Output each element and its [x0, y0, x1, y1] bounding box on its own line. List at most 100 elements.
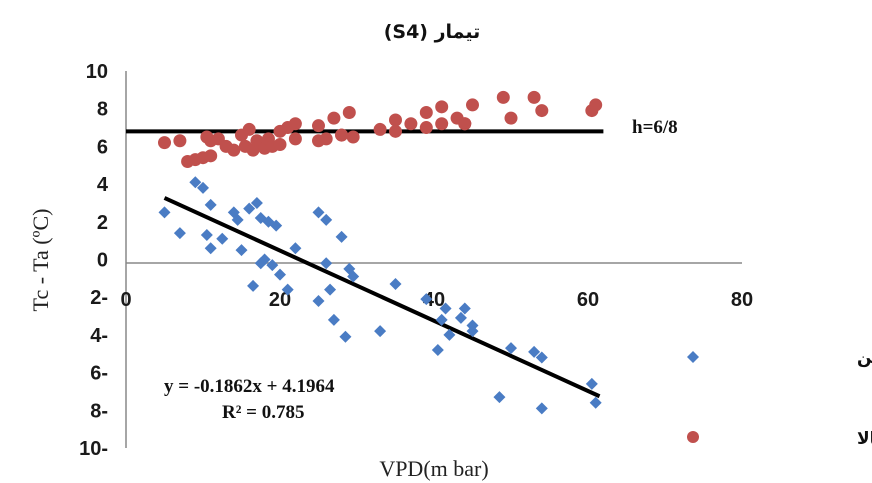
data-point-lower: [493, 391, 506, 404]
h-line-label: h=6/8: [632, 117, 678, 138]
data-point-lower: [327, 313, 340, 326]
x-tick-label: 0: [120, 289, 131, 311]
legend-label-upper: خط مبنای بالا: [857, 429, 872, 449]
data-point-upper: [173, 134, 187, 148]
data-point-upper: [419, 121, 433, 135]
data-point-lower: [289, 242, 302, 255]
data-point-lower: [274, 268, 286, 281]
data-point-lower: [389, 278, 402, 291]
x-tick-label: 20: [269, 289, 291, 311]
data-point-lower: [204, 242, 217, 255]
data-point-lower: [505, 342, 517, 355]
y-tick-label: 6: [97, 136, 108, 158]
y-tick-label: 10-: [79, 438, 108, 460]
data-point-upper: [242, 122, 256, 136]
x-tick-label: 60: [577, 289, 599, 311]
data-point-lower: [258, 253, 271, 266]
data-point-upper: [319, 132, 333, 146]
data-point-lower: [312, 294, 325, 307]
data-point-upper: [589, 98, 603, 112]
data-point-upper: [466, 98, 479, 112]
series-upper-baseline: [158, 90, 603, 168]
data-point-lower: [189, 176, 202, 189]
y-tick-label: 2-: [90, 287, 108, 309]
y-tick-label: 4: [97, 174, 109, 196]
x-tick-label: 40: [423, 289, 445, 311]
data-point-lower: [243, 202, 256, 215]
data-point-lower: [374, 325, 387, 338]
y-axis-title: Tc - Ta (ºC): [28, 209, 53, 312]
data-point-lower: [454, 311, 467, 324]
data-point-upper: [535, 104, 549, 118]
x-axis-title: VPD(m bar): [379, 456, 488, 481]
x-tick-label: 80: [731, 289, 753, 311]
data-point-lower: [443, 328, 456, 341]
data-point-lower: [216, 232, 229, 245]
legend-diamond-marker: [687, 351, 699, 363]
data-point-lower: [324, 283, 337, 296]
data-point-upper: [496, 90, 510, 104]
data-point-lower: [435, 313, 448, 326]
data-point-lower: [250, 196, 263, 209]
lower-baseline-trendline: [163, 196, 601, 399]
data-point-lower: [270, 219, 283, 232]
data-point-upper: [288, 132, 302, 146]
series-lower-baseline: [158, 176, 602, 415]
data-point-upper: [204, 149, 218, 163]
data-point-lower: [458, 302, 471, 315]
data-point-upper: [419, 105, 433, 119]
data-point-lower: [281, 283, 294, 296]
data-point-lower: [431, 343, 444, 356]
data-point-upper: [288, 117, 302, 131]
data-point-lower: [589, 396, 602, 409]
y-tick-label: 10: [86, 61, 108, 83]
data-point-lower: [339, 330, 352, 343]
data-point-upper: [404, 117, 418, 131]
data-point-upper: [435, 100, 449, 114]
data-point-lower: [420, 293, 433, 306]
data-point-lower: [535, 351, 548, 364]
data-point-upper: [158, 136, 171, 150]
data-point-lower: [466, 325, 479, 338]
chart-title-text: تیمار (S4): [384, 21, 481, 43]
data-point-lower: [585, 377, 598, 390]
data-point-lower: [439, 302, 452, 315]
data-point-lower: [235, 244, 248, 257]
y-tick-label: 0: [97, 250, 108, 272]
data-point-lower: [335, 230, 348, 243]
data-point-lower: [231, 213, 244, 226]
x-axis-ticks: 0 20 40 60 80: [120, 289, 753, 311]
data-point-upper: [458, 117, 472, 131]
data-point-upper: [273, 138, 287, 152]
data-point-upper: [527, 90, 541, 104]
legend-item-upper: خط مبنای بالا: [687, 429, 872, 449]
data-point-upper: [312, 119, 325, 133]
y-tick-label: 4-: [90, 325, 108, 347]
data-point-lower: [528, 345, 541, 358]
y-tick-label: 8-: [90, 400, 108, 422]
y-tick-label: 6-: [90, 363, 108, 385]
data-point-upper: [389, 124, 402, 138]
legend-circle-marker: [687, 431, 699, 443]
data-point-upper: [504, 111, 518, 125]
data-point-upper: [373, 122, 387, 136]
r-squared-label: R² = 0.785: [222, 402, 305, 423]
data-point-lower: [266, 259, 279, 272]
y-axis-ticks: 10 8 6 4 2 0 2- 4- 6- 8- 10-: [79, 61, 109, 460]
data-point-lower: [320, 257, 333, 270]
y-tick-label: 8: [97, 99, 108, 121]
data-point-lower: [535, 402, 548, 415]
data-point-lower: [247, 279, 260, 292]
data-point-lower: [158, 206, 171, 219]
data-point-lower: [320, 213, 333, 226]
data-point-lower: [197, 181, 209, 194]
chart-title: تیمار (S4): [384, 21, 481, 43]
data-point-upper: [335, 128, 349, 142]
data-point-lower: [347, 270, 360, 283]
y-tick-label: 2: [97, 212, 108, 234]
trendline-equation: y = -0.1862x + 4.1964: [164, 376, 335, 397]
data-point-upper: [342, 105, 356, 119]
data-point-lower: [204, 198, 217, 211]
